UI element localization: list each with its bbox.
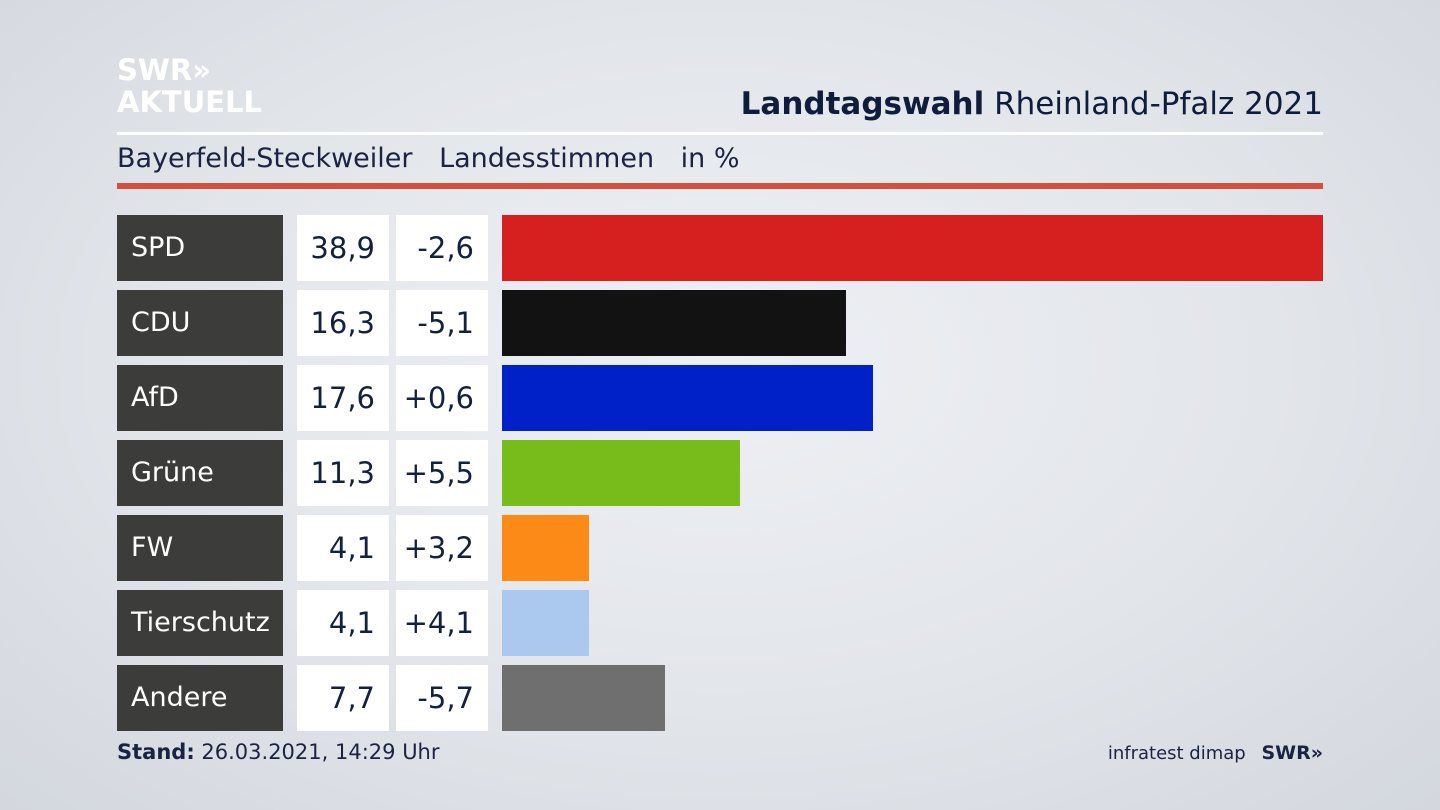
- change-value: +4,1: [396, 590, 488, 656]
- logo-line-2: AKTUELL: [117, 85, 263, 119]
- accent-divider: [117, 183, 1323, 189]
- result-bar: [502, 665, 665, 731]
- change-value: -5,7: [396, 665, 488, 731]
- stand-value: 26.03.2021, 14:29 Uhr: [201, 740, 440, 764]
- stand-label: Stand:: [117, 740, 195, 764]
- page-title: Landtagswahl Rheinland-Pfalz 2021: [741, 86, 1323, 122]
- change-value: +5,5: [396, 440, 488, 506]
- change-value: -5,1: [396, 290, 488, 356]
- vote-share-value: 4,1: [297, 590, 389, 656]
- title-rest: Rheinland-Pfalz 2021: [994, 86, 1323, 122]
- location-label: Bayerfeld-Steckweiler: [117, 143, 413, 174]
- vote-share-value: 11,3: [297, 440, 389, 506]
- change-value: +0,6: [396, 365, 488, 431]
- result-bar: [502, 440, 740, 506]
- result-bar: [502, 215, 1323, 281]
- party-label: AfD: [117, 365, 283, 431]
- vote-share-value: 7,7: [297, 665, 389, 731]
- swr-aktuell-logo: SWR» AKTUELL: [117, 54, 262, 118]
- result-bar: [502, 290, 846, 356]
- unit-label: in %: [680, 143, 740, 174]
- vote-share-value: 38,9: [297, 215, 389, 281]
- vote-share-value: 4,1: [297, 515, 389, 581]
- result-bar: [502, 365, 873, 431]
- subtitle: Bayerfeld-Steckweiler Landesstimmen in %: [117, 143, 758, 174]
- party-label: Andere: [117, 665, 283, 731]
- title-bold: Landtagswahl: [740, 86, 985, 122]
- party-label: CDU: [117, 290, 283, 356]
- vote-share-value: 17,6: [297, 365, 389, 431]
- vote-share-value: 16,3: [297, 290, 389, 356]
- timestamp: Stand: 26.03.2021, 14:29 Uhr: [117, 740, 440, 764]
- logo-line-1: SWR»: [117, 53, 211, 87]
- party-label: FW: [117, 515, 283, 581]
- source-label: infratest dimap: [1107, 743, 1246, 764]
- vote-type-label: Landesstimmen: [439, 143, 655, 174]
- change-value: +3,2: [396, 515, 488, 581]
- change-value: -2,6: [396, 215, 488, 281]
- source-credit: infratest dimap SWR»: [1108, 742, 1323, 764]
- party-label: SPD: [117, 215, 283, 281]
- party-label: Grüne: [117, 440, 283, 506]
- result-bar: [502, 515, 589, 581]
- title-divider: [117, 132, 1323, 135]
- swr-brand-logo: SWR»: [1261, 742, 1323, 764]
- party-label: Tierschutz: [117, 590, 283, 656]
- result-bar: [502, 590, 589, 656]
